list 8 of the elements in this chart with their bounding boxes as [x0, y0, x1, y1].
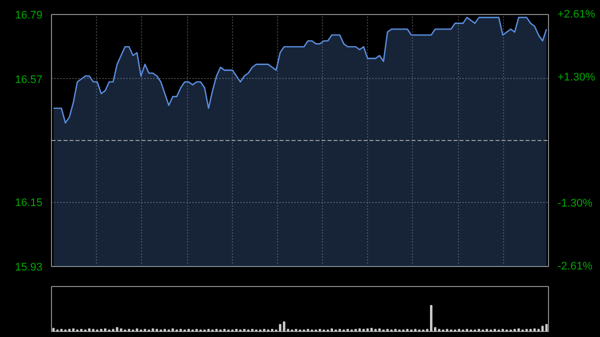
y-tick-label: 16.79 — [14, 10, 43, 22]
y2-tick-label: +2.61% — [558, 8, 596, 20]
y2-tick-label: -1.30% — [558, 197, 593, 210]
y2-tick-label: -2.61% — [558, 260, 593, 272]
y-tick-label: 16.57 — [14, 74, 43, 86]
y-tick-label: 16.15 — [14, 197, 43, 210]
y2-tick-label: +1.30% — [558, 72, 596, 84]
y-tick-label: 15.93 — [14, 262, 43, 274]
